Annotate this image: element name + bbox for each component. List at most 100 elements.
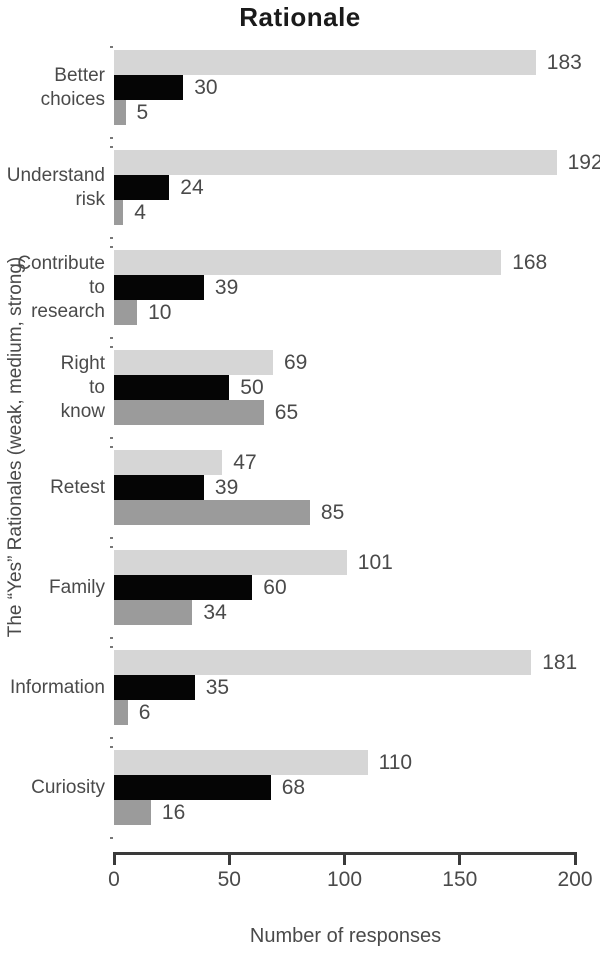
y-axis-minor-tick: [110, 637, 113, 639]
category-label-line: Right: [60, 352, 105, 374]
y-axis-minor-tick: [110, 346, 113, 348]
category-label: Information: [0, 650, 105, 725]
category-label-line: to: [89, 276, 105, 298]
value-label: 47: [233, 451, 257, 474]
category-label: Right to know: [0, 350, 105, 425]
medium-gray-bar: [114, 800, 151, 825]
category-label: Retest: [0, 450, 105, 525]
category-label-line: risk: [75, 188, 105, 210]
y-axis-minor-tick: [110, 337, 113, 339]
value-label: 6: [138, 701, 151, 724]
medium-gray-bar: [114, 100, 126, 125]
y-axis-minor-tick: [110, 837, 113, 839]
x-axis-tick-label: 100: [326, 868, 363, 891]
black-bar: [114, 775, 271, 800]
category-group-understand-risk: Understand risk 192 24 4: [0, 146, 600, 239]
category-group-curiosity: Curiosity 110 68 16: [0, 746, 600, 839]
y-axis-minor-tick: [110, 246, 113, 248]
value-label: 68: [281, 776, 306, 799]
category-label-line: choices: [40, 88, 105, 110]
category-group-information: Information 181 35 6: [0, 646, 600, 739]
light-gray-bar: [114, 650, 532, 675]
y-axis-minor-tick: [110, 437, 113, 439]
light-gray-bar: [114, 150, 557, 175]
value-label: 39: [214, 276, 239, 299]
light-gray-bar: [114, 50, 536, 75]
black-bar: [114, 675, 195, 700]
value-label: 16: [161, 801, 186, 824]
value-label: 4: [134, 201, 146, 224]
category-label-line: Contribute: [17, 252, 105, 274]
value-label: 183: [546, 51, 582, 74]
category-group-right-to-know: Right to know 69 50 65: [0, 346, 600, 439]
light-gray-bar: [114, 550, 347, 575]
y-axis-minor-tick: [110, 146, 113, 148]
value-label: 101: [357, 551, 393, 574]
category-label-line: research: [31, 300, 105, 322]
category-label-line: Understand: [6, 164, 105, 186]
medium-gray-bar: [114, 200, 124, 225]
black-bar: [114, 175, 170, 200]
chart-title: Rationale: [239, 2, 361, 32]
category-label: Better choices: [0, 50, 105, 125]
category-label: Contribute to research: [0, 250, 105, 325]
light-gray-bar: [114, 750, 368, 775]
value-label: 34: [203, 601, 227, 624]
value-label: 5: [136, 101, 149, 124]
y-axis-minor-tick: [110, 137, 113, 139]
category-label-line: to: [89, 376, 105, 398]
value-label: 10: [148, 301, 172, 324]
x-axis-tick: [112, 852, 116, 865]
y-axis-minor-tick: [110, 546, 113, 548]
value-label: 50: [240, 376, 264, 399]
value-label: 168: [512, 251, 548, 274]
light-gray-bar: [114, 450, 223, 475]
x-axis-tick-label: 50: [217, 868, 241, 891]
value-label: 60: [263, 576, 287, 599]
black-bar: [114, 275, 204, 300]
black-bar: [114, 475, 204, 500]
medium-gray-bar: [114, 400, 264, 425]
category-label: Understand risk: [0, 150, 105, 225]
y-axis-minor-tick: [110, 46, 113, 48]
category-label-line: Family: [49, 576, 105, 598]
x-axis-tick-label: 150: [442, 868, 478, 891]
value-label: 24: [180, 176, 204, 199]
category-label: Family: [0, 550, 105, 625]
category-label: Curiosity: [0, 750, 105, 825]
category-label-line: Better: [54, 64, 105, 86]
medium-gray-bar: [114, 300, 138, 325]
y-axis-minor-tick: [110, 746, 113, 748]
category-group-family: Family 101 60 34: [0, 546, 600, 639]
value-label: 30: [194, 76, 218, 99]
value-label: 192: [567, 151, 600, 174]
category-label-line: know: [60, 400, 105, 422]
y-axis-minor-tick: [110, 537, 113, 539]
y-axis-minor-tick: [110, 446, 113, 448]
medium-gray-bar: [114, 500, 310, 525]
value-label: 69: [284, 351, 308, 374]
x-axis-tick: [458, 852, 462, 865]
category-label-line: Curiosity: [31, 776, 105, 798]
black-bar: [114, 375, 230, 400]
x-axis-tick-label: 0: [108, 868, 120, 891]
category-label-line: Information: [9, 676, 105, 698]
medium-gray-bar: [114, 700, 128, 725]
category-group-retest: Retest 47 39 85: [0, 446, 600, 539]
x-axis-tick: [343, 852, 346, 865]
value-label: 65: [274, 401, 299, 424]
x-axis-title: Number of responses: [249, 925, 442, 947]
value-label: 85: [320, 501, 345, 524]
medium-gray-bar: [114, 600, 193, 625]
y-axis-minor-tick: [110, 737, 113, 739]
value-label: 110: [378, 751, 413, 774]
y-axis-minor-tick: [110, 646, 113, 648]
x-axis-tick: [573, 852, 577, 865]
light-gray-bar: [114, 250, 502, 275]
category-label-line: Retest: [50, 476, 105, 498]
x-axis-tick: [227, 852, 231, 865]
value-label: 181: [542, 651, 578, 674]
black-bar: [114, 575, 253, 600]
value-label: 35: [205, 676, 230, 699]
